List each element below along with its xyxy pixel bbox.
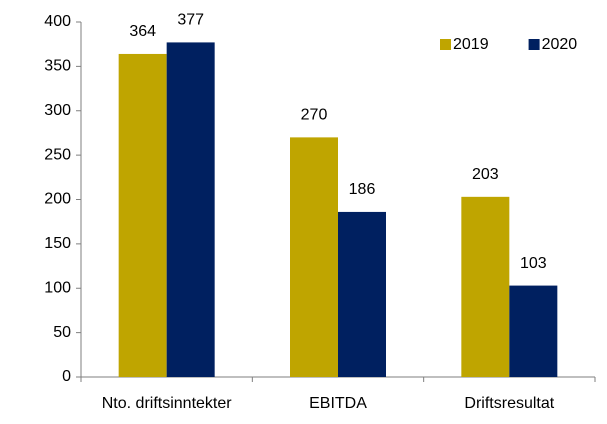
y-tick-label: 100 <box>44 279 71 296</box>
y-tick-label: 350 <box>44 58 71 75</box>
data-label: 270 <box>301 107 328 124</box>
bar <box>290 137 338 377</box>
y-tick-label: 0 <box>62 368 71 385</box>
y-tick-label: 150 <box>44 235 71 252</box>
y-tick-label: 250 <box>44 146 71 163</box>
legend-swatch <box>528 39 540 50</box>
legend-swatch <box>440 39 451 50</box>
bar <box>166 42 215 377</box>
data-label: 364 <box>129 23 156 40</box>
y-tick-label: 200 <box>44 191 71 208</box>
x-tick-label: EBITDA <box>309 395 367 412</box>
y-tick-label: 400 <box>44 13 71 30</box>
x-tick-label: Driftsresultat <box>464 395 554 412</box>
y-tick-label: 300 <box>44 102 71 119</box>
bar <box>118 53 167 377</box>
data-label: 377 <box>177 12 204 29</box>
bar <box>509 285 558 377</box>
x-tick-label: Nto. driftsinntekter <box>102 395 233 412</box>
bar <box>461 196 510 377</box>
legend-label: 2019 <box>453 36 489 53</box>
bar <box>338 211 386 377</box>
data-label: 103 <box>520 255 547 272</box>
y-tick-label: 50 <box>53 324 71 341</box>
data-label: 186 <box>349 181 376 198</box>
legend-label: 2020 <box>542 36 578 53</box>
data-label: 203 <box>472 166 499 183</box>
